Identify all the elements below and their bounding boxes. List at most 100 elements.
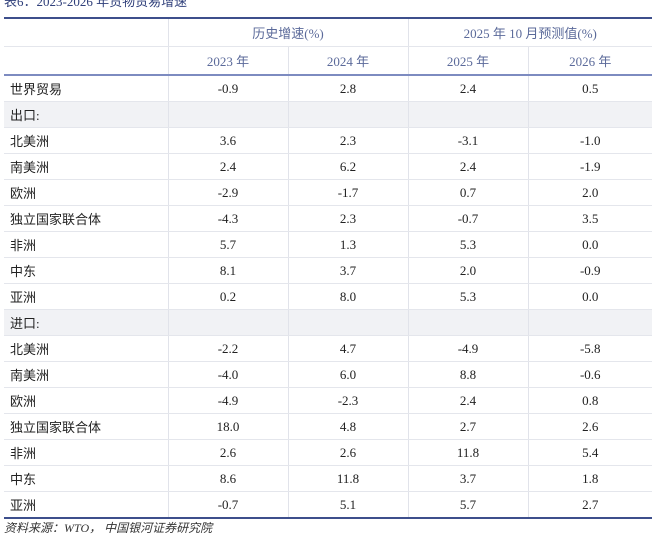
corner-cell — [4, 46, 169, 76]
row-label: 北美洲 — [4, 127, 169, 154]
value-cell: -2.2 — [168, 335, 289, 362]
value-cell: 0.0 — [528, 231, 652, 258]
value-cell: -2.9 — [168, 179, 289, 206]
value-cell: 2.0 — [408, 257, 529, 284]
section-row: 出口: — [4, 101, 652, 128]
row-label: 亚洲 — [4, 491, 169, 519]
empty-cell — [408, 101, 529, 128]
value-cell: 2.4 — [408, 75, 529, 102]
value-cell: 2.8 — [288, 75, 409, 102]
value-cell: 8.0 — [288, 283, 409, 310]
value-cell: -3.1 — [408, 127, 529, 154]
value-cell: -4.9 — [168, 387, 289, 414]
row-label: 出口: — [4, 101, 169, 128]
value-cell: 2.7 — [408, 413, 529, 440]
value-cell: 2.4 — [408, 153, 529, 180]
row-label: 亚洲 — [4, 283, 169, 310]
value-cell: 5.1 — [288, 491, 409, 519]
row-label: 进口: — [4, 309, 169, 336]
row-label: 独立国家联合体 — [4, 413, 169, 440]
value-cell: 1.8 — [528, 465, 652, 492]
empty-cell — [408, 309, 529, 336]
value-cell: -0.7 — [168, 491, 289, 519]
value-cell: -5.8 — [528, 335, 652, 362]
value-cell: 2.3 — [288, 205, 409, 232]
data-row: 北美洲 3.6 2.3 -3.1 -1.0 — [4, 127, 652, 154]
empty-cell — [168, 101, 289, 128]
value-cell: 5.7 — [408, 491, 529, 519]
table-title: 表6：2023-2026 年货物贸易增速 — [4, 0, 188, 9]
data-row: 非洲 5.7 1.3 5.3 0.0 — [4, 231, 652, 258]
value-cell: 5.3 — [408, 283, 529, 310]
value-cell: 2.7 — [528, 491, 652, 519]
row-label: 中东 — [4, 465, 169, 492]
value-cell: 0.0 — [528, 283, 652, 310]
value-cell: 2.3 — [288, 127, 409, 154]
year-header: 2024 年 — [288, 46, 409, 76]
value-cell: 8.1 — [168, 257, 289, 284]
value-cell: 3.7 — [288, 257, 409, 284]
value-cell: -0.6 — [528, 361, 652, 388]
row-label: 欧洲 — [4, 387, 169, 414]
value-cell: 0.7 — [408, 179, 529, 206]
value-cell: 2.6 — [168, 439, 289, 466]
value-cell: 6.0 — [288, 361, 409, 388]
empty-cell — [288, 101, 409, 128]
value-cell: -4.9 — [408, 335, 529, 362]
value-cell: -1.7 — [288, 179, 409, 206]
value-cell: -4.3 — [168, 205, 289, 232]
value-cell: 3.6 — [168, 127, 289, 154]
data-row: 世界贸易 -0.9 2.8 2.4 0.5 — [4, 75, 652, 102]
section-row: 进口: — [4, 309, 652, 336]
row-label: 欧洲 — [4, 179, 169, 206]
data-row: 独立国家联合体 -4.3 2.3 -0.7 3.5 — [4, 205, 652, 232]
year-header: 2023 年 — [168, 46, 289, 76]
value-cell: -4.0 — [168, 361, 289, 388]
value-cell: -1.9 — [528, 153, 652, 180]
value-cell: 8.8 — [408, 361, 529, 388]
value-cell: 2.6 — [288, 439, 409, 466]
value-cell: -0.9 — [528, 257, 652, 284]
row-label: 非洲 — [4, 439, 169, 466]
data-row: 非洲 2.6 2.6 11.8 5.4 — [4, 439, 652, 466]
value-cell: -0.7 — [408, 205, 529, 232]
group-header: 2025 年 10 月预测值(%) — [408, 18, 652, 47]
value-cell: 3.5 — [528, 205, 652, 232]
value-cell: 11.8 — [288, 465, 409, 492]
value-cell: 2.4 — [408, 387, 529, 414]
row-label: 非洲 — [4, 231, 169, 258]
value-cell: 3.7 — [408, 465, 529, 492]
value-cell: 0.8 — [528, 387, 652, 414]
data-row: 北美洲 -2.2 4.7 -4.9 -5.8 — [4, 335, 652, 362]
year-header: 2026 年 — [528, 46, 652, 76]
row-label: 南美洲 — [4, 361, 169, 388]
value-cell: 0.5 — [528, 75, 652, 102]
value-cell: -0.9 — [168, 75, 289, 102]
data-row: 亚洲 -0.7 5.1 5.7 2.7 — [4, 491, 652, 519]
data-row: 独立国家联合体 18.0 4.8 2.7 2.6 — [4, 413, 652, 440]
empty-cell — [168, 309, 289, 336]
value-cell: 2.0 — [528, 179, 652, 206]
corner-cell — [4, 18, 169, 47]
value-cell: -1.0 — [528, 127, 652, 154]
row-label: 中东 — [4, 257, 169, 284]
trade-table: 历史增速(%) 2025 年 10 月预测值(%) 2023 年 2024 年 2025… — [4, 17, 652, 519]
header-row: 历史增速(%) 2025 年 10 月预测值(%) — [4, 18, 652, 47]
value-cell: -2.3 — [288, 387, 409, 414]
data-row: 欧洲 -4.9 -2.3 2.4 0.8 — [4, 387, 652, 414]
data-row: 中东 8.1 3.7 2.0 -0.9 — [4, 257, 652, 284]
row-label: 独立国家联合体 — [4, 205, 169, 232]
data-row: 南美洲 -4.0 6.0 8.8 -0.6 — [4, 361, 652, 388]
empty-cell — [528, 101, 652, 128]
group-header: 历史增速(%) — [168, 18, 409, 47]
data-row: 欧洲 -2.9 -1.7 0.7 2.0 — [4, 179, 652, 206]
empty-cell — [528, 309, 652, 336]
row-label: 北美洲 — [4, 335, 169, 362]
value-cell: 6.2 — [288, 153, 409, 180]
value-cell: 2.6 — [528, 413, 652, 440]
header-row: 2023 年 2024 年 2025 年 2026 年 — [4, 46, 652, 76]
value-cell: 5.4 — [528, 439, 652, 466]
row-label: 南美洲 — [4, 153, 169, 180]
value-cell: 5.3 — [408, 231, 529, 258]
